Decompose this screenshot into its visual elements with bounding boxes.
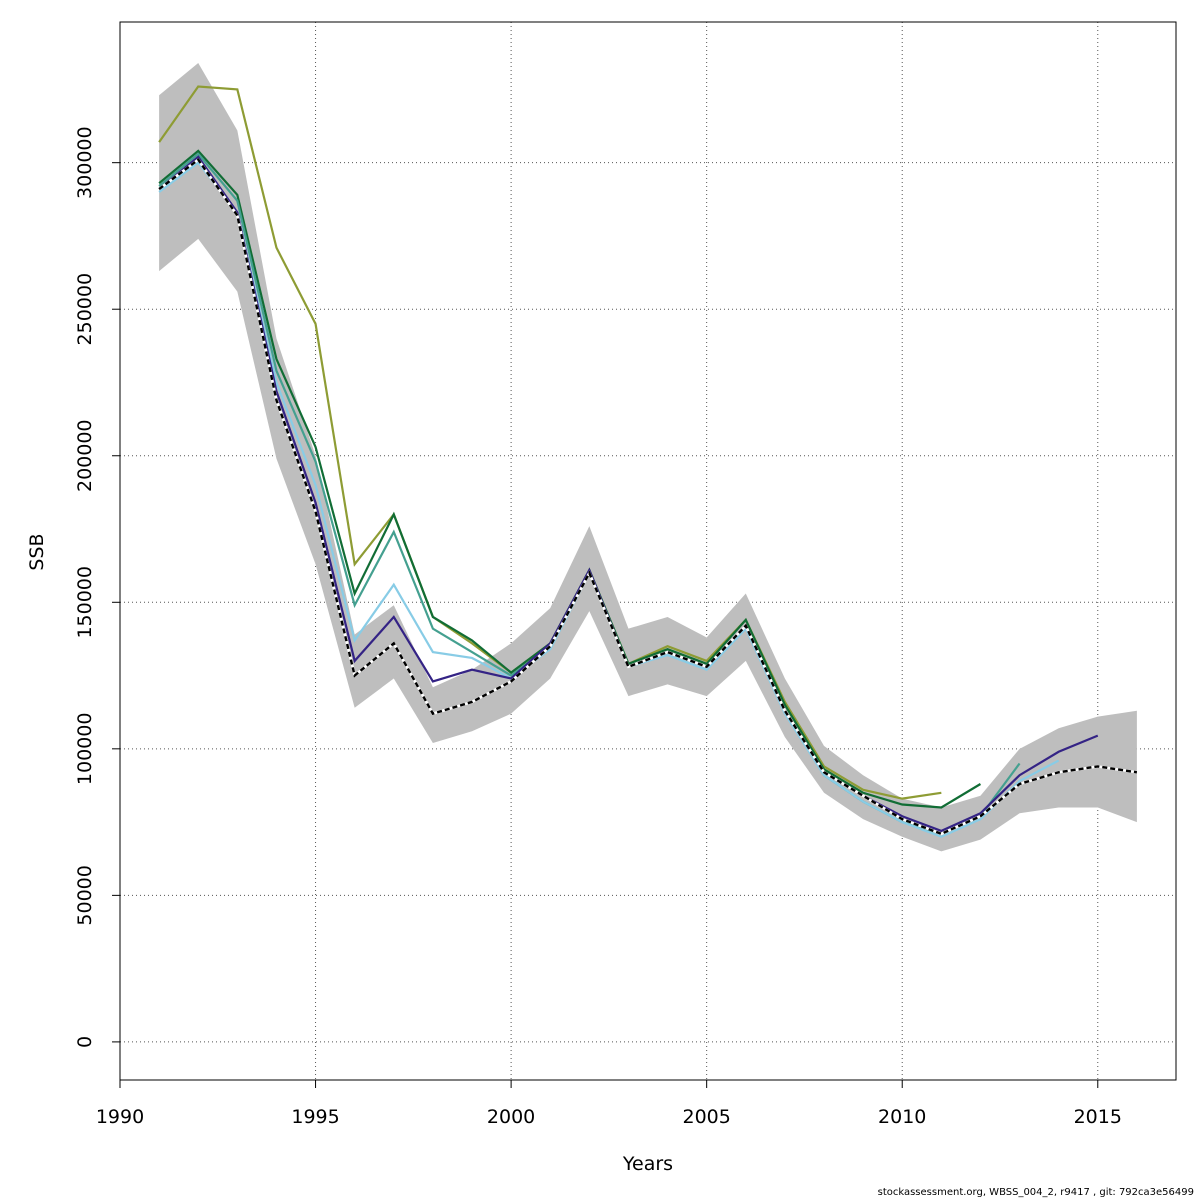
x-axis-label: Years (622, 1153, 673, 1175)
axes: 1990 1995 2000 2005 2010 2015 0 50000 100000 1500… (74, 21, 1177, 1128)
y-tick-label-100000: 100000 (74, 713, 96, 786)
confidence-band (159, 63, 1137, 852)
footer-credit: stockassessment.org, WBSS_004_2, r9417 ,… (877, 1187, 1194, 1198)
x-tick-label-1995: 1995 (291, 1106, 339, 1128)
x-tick-label-2005: 2005 (682, 1106, 730, 1128)
x-tick-label-2015: 2015 (1074, 1106, 1122, 1128)
series-line-5 (158, 158, 1138, 836)
x-tick-label-2010: 2010 (878, 1106, 926, 1128)
y-tick-label-50000: 50000 (74, 865, 96, 925)
y-tick-label-0: 0 (74, 1036, 96, 1048)
y-tick-label-200000: 200000 (74, 419, 96, 492)
series-line-2 (158, 152, 1021, 835)
y-tick-label-300000: 300000 (74, 126, 96, 199)
y-tick-label-150000: 150000 (74, 566, 96, 639)
x-tick-label-2000: 2000 (487, 1106, 535, 1128)
plot-frame (119, 21, 1177, 1081)
grid (119, 22, 1176, 1080)
x-tick-label-1990: 1990 (96, 1106, 144, 1128)
y-axis-label: SSB (26, 533, 48, 570)
series-lines (158, 85, 1138, 838)
ssb-confidence-band (159, 63, 1137, 852)
y-tick-label-250000: 250000 (74, 273, 96, 346)
series-line-1 (158, 149, 982, 809)
